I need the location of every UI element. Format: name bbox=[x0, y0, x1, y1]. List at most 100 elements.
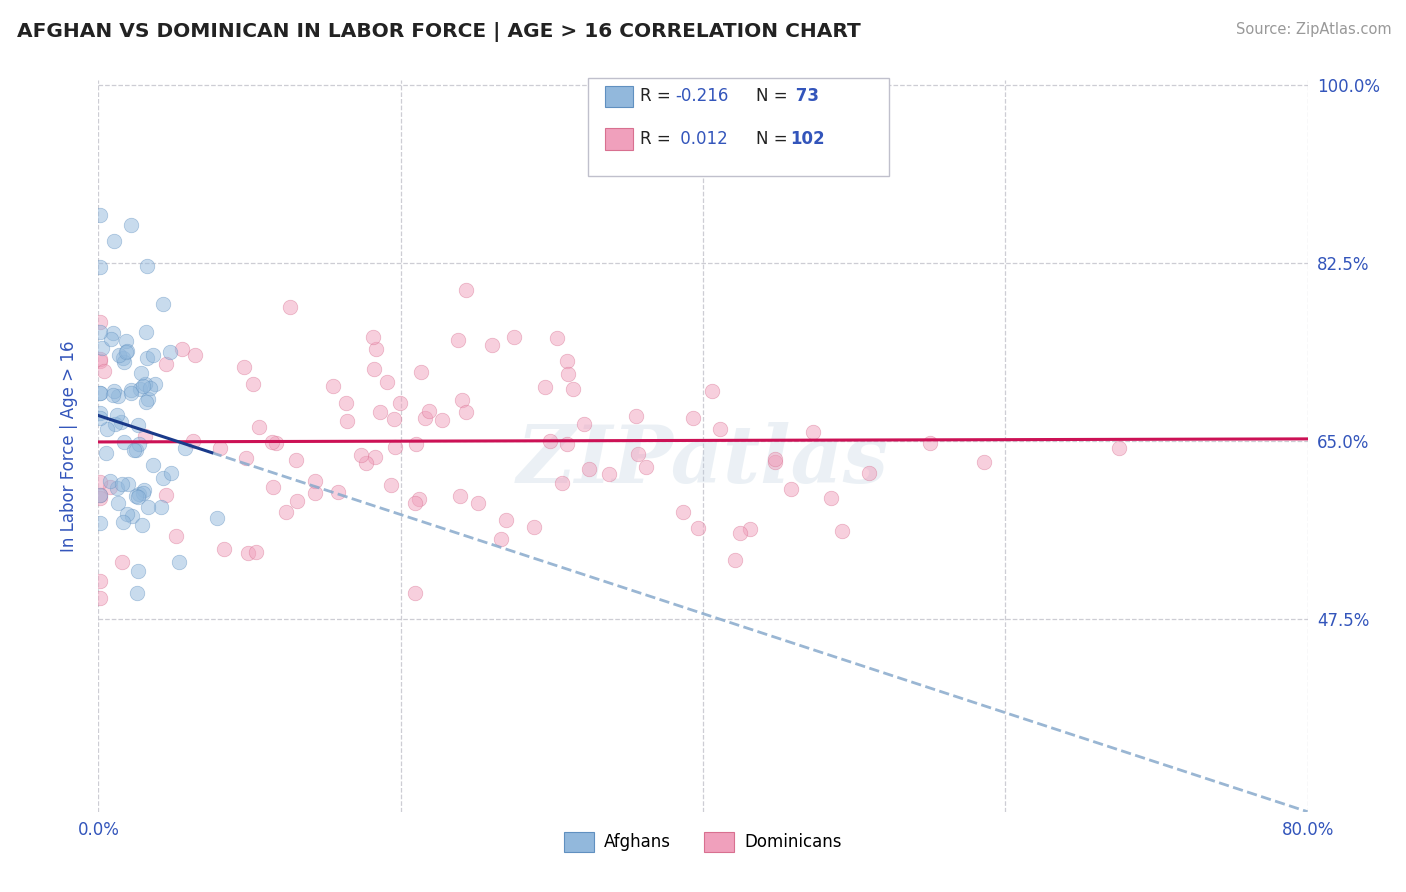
Point bbox=[235, 451, 257, 466]
Point bbox=[159, 466, 181, 480]
Point bbox=[125, 586, 148, 600]
Point bbox=[112, 515, 135, 529]
Point bbox=[245, 545, 267, 559]
Point bbox=[780, 482, 803, 496]
Point bbox=[181, 434, 204, 449]
Point bbox=[89, 516, 111, 530]
Point bbox=[91, 341, 114, 355]
Point bbox=[555, 436, 578, 450]
Point bbox=[125, 490, 148, 504]
Point bbox=[135, 351, 157, 366]
Point bbox=[232, 360, 254, 375]
Point bbox=[264, 435, 287, 450]
Point bbox=[449, 489, 471, 503]
Point bbox=[523, 520, 546, 534]
Point bbox=[111, 555, 134, 569]
Point bbox=[155, 488, 177, 502]
Point bbox=[538, 434, 561, 448]
Point bbox=[366, 343, 388, 357]
Point bbox=[918, 436, 941, 450]
Point bbox=[380, 478, 402, 492]
Point bbox=[335, 396, 357, 410]
Point bbox=[278, 301, 301, 315]
Point bbox=[405, 436, 427, 450]
Point bbox=[127, 490, 149, 504]
Text: R =: R = bbox=[640, 87, 676, 105]
Point bbox=[101, 388, 124, 402]
Point bbox=[382, 411, 405, 425]
Point bbox=[136, 392, 159, 407]
Point bbox=[127, 565, 149, 579]
Point bbox=[801, 425, 824, 439]
Point bbox=[973, 454, 995, 468]
Point bbox=[115, 344, 138, 359]
Point bbox=[724, 553, 747, 567]
Point bbox=[103, 384, 125, 398]
Point bbox=[94, 446, 117, 460]
Point bbox=[142, 349, 165, 363]
Point bbox=[481, 338, 503, 352]
Text: N =: N = bbox=[756, 87, 793, 105]
Point bbox=[107, 496, 129, 510]
Point bbox=[557, 367, 579, 381]
Point bbox=[765, 452, 787, 467]
Point bbox=[135, 395, 157, 409]
Point bbox=[89, 475, 111, 489]
Point bbox=[89, 260, 111, 275]
Point bbox=[136, 260, 159, 274]
Point bbox=[354, 456, 377, 470]
Point bbox=[404, 496, 426, 510]
Point bbox=[546, 331, 568, 345]
Point bbox=[107, 389, 129, 403]
Point bbox=[110, 415, 132, 429]
Point bbox=[368, 405, 391, 419]
Point bbox=[120, 385, 142, 400]
Point bbox=[128, 382, 150, 396]
Point bbox=[700, 384, 723, 399]
Point bbox=[489, 532, 512, 546]
Text: 102: 102 bbox=[790, 130, 825, 148]
Point bbox=[418, 403, 440, 417]
Point bbox=[121, 509, 143, 524]
Point bbox=[89, 325, 111, 339]
Point bbox=[284, 453, 307, 467]
Point bbox=[572, 417, 595, 431]
Point bbox=[174, 442, 197, 456]
Point bbox=[763, 455, 786, 469]
Point bbox=[262, 480, 284, 494]
Point bbox=[688, 521, 710, 535]
Point bbox=[413, 410, 436, 425]
Point bbox=[550, 475, 572, 490]
Point bbox=[98, 475, 121, 489]
Point bbox=[96, 422, 118, 436]
Point bbox=[132, 379, 155, 393]
Point bbox=[89, 386, 111, 401]
Point bbox=[709, 422, 731, 436]
Text: AFGHAN VS DOMINICAN IN LABOR FORCE | AGE > 16 CORRELATION CHART: AFGHAN VS DOMINICAN IN LABOR FORCE | AGE… bbox=[17, 22, 860, 42]
Point bbox=[143, 377, 166, 392]
Point bbox=[236, 546, 259, 560]
Point bbox=[287, 493, 309, 508]
Point bbox=[120, 218, 142, 232]
Y-axis label: In Labor Force | Age > 16: In Labor Force | Age > 16 bbox=[59, 340, 77, 552]
Point bbox=[135, 325, 157, 339]
Point bbox=[132, 483, 155, 497]
Point bbox=[98, 480, 121, 494]
Point bbox=[626, 409, 648, 423]
Point bbox=[89, 410, 111, 425]
Point bbox=[451, 393, 474, 408]
Point bbox=[304, 485, 326, 500]
Point bbox=[350, 448, 373, 462]
Point bbox=[404, 586, 426, 600]
Point bbox=[131, 518, 153, 533]
Text: 73: 73 bbox=[790, 87, 820, 105]
Point bbox=[363, 361, 385, 376]
Point bbox=[136, 500, 159, 514]
Point bbox=[105, 408, 128, 422]
Text: N =: N = bbox=[756, 130, 793, 148]
Point bbox=[212, 541, 235, 556]
Point bbox=[150, 500, 173, 514]
Point bbox=[1108, 442, 1130, 456]
Point bbox=[122, 443, 145, 458]
Text: Source: ZipAtlas.com: Source: ZipAtlas.com bbox=[1236, 22, 1392, 37]
